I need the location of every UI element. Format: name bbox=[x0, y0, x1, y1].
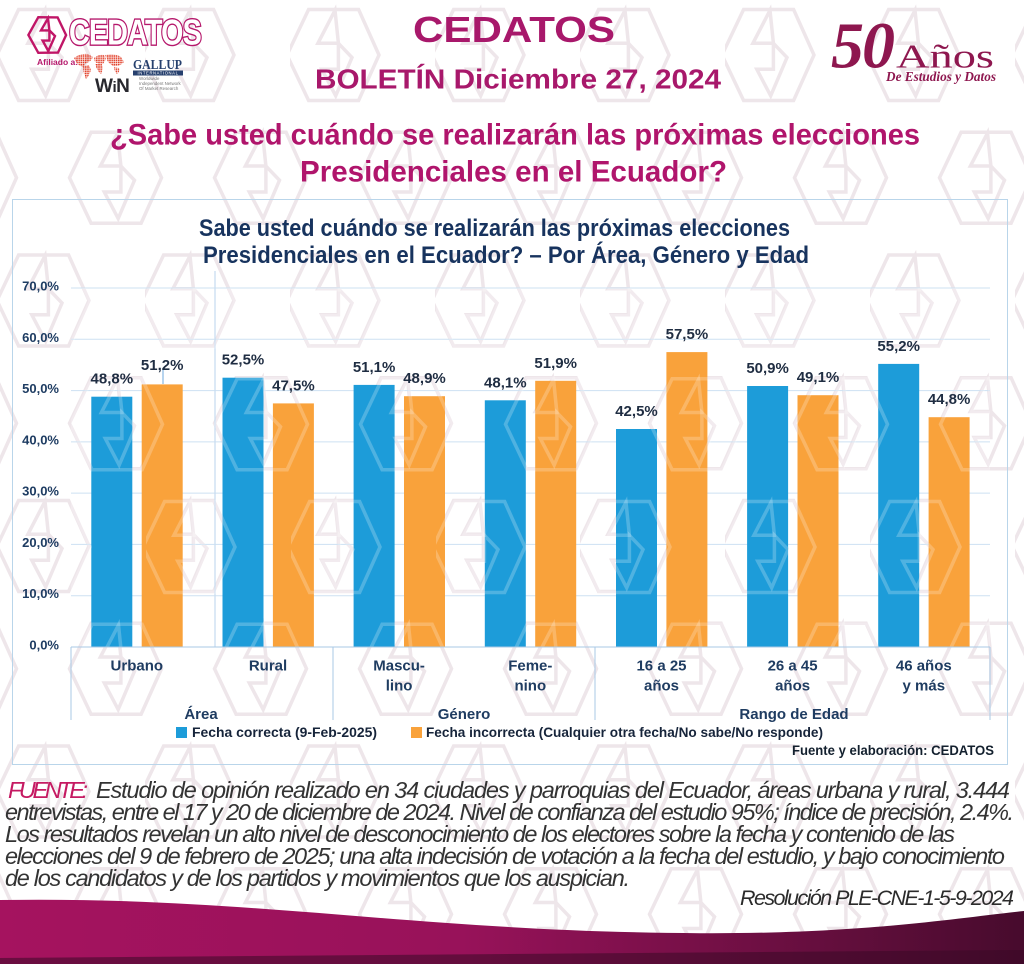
svg-text:30,0%: 30,0% bbox=[22, 484, 59, 499]
svg-text:Fecha correcta (9-Feb-2025): Fecha correcta (9-Feb-2025) bbox=[192, 724, 377, 740]
svg-text:Presidenciales en el Ecuador?: Presidenciales en el Ecuador? bbox=[300, 156, 727, 189]
svg-text:¿Sabe usted cuándo se realizar: ¿Sabe usted cuándo se realizarán las pró… bbox=[110, 119, 920, 152]
svg-text:lino: lino bbox=[386, 678, 413, 695]
svg-text:BOLETÍN Diciembre 27, 2024: BOLETÍN Diciembre 27, 2024 bbox=[315, 64, 721, 95]
svg-text:INTERNATIONAL: INTERNATIONAL bbox=[138, 71, 179, 76]
svg-text:WiN: WiN bbox=[95, 76, 129, 97]
svg-text:46 años: 46 años bbox=[896, 658, 952, 675]
svg-text:20,0%: 20,0% bbox=[22, 535, 59, 550]
svg-text:44,8%: 44,8% bbox=[928, 391, 971, 408]
svg-text:GALLUP: GALLUP bbox=[133, 57, 182, 72]
svg-text:Resolución PLE-CNE-1-5-9-2024: Resolución PLE-CNE-1-5-9-2024 bbox=[740, 886, 1014, 910]
svg-text:48,1%: 48,1% bbox=[484, 374, 527, 391]
svg-text:52,5%: 52,5% bbox=[222, 352, 265, 369]
svg-text:y más: y más bbox=[903, 678, 946, 695]
svg-text:Años: Años bbox=[896, 39, 994, 76]
svg-text:Feme-: Feme- bbox=[508, 658, 552, 675]
svg-text:Of Market Research: Of Market Research bbox=[139, 86, 179, 91]
svg-text:42,5%: 42,5% bbox=[615, 403, 658, 420]
svg-text:70,0%: 70,0% bbox=[22, 279, 59, 294]
svg-text:57,5%: 57,5% bbox=[666, 326, 709, 343]
svg-text:elecciones del 9 de febrero de: elecciones del 9 de febrero de 2025; una… bbox=[5, 843, 1005, 869]
svg-text:51,9%: 51,9% bbox=[534, 355, 577, 372]
svg-text:51,1%: 51,1% bbox=[353, 359, 396, 376]
svg-text:Los resultados revelan un alto: Los resultados revelan un alto nivel de … bbox=[5, 821, 955, 847]
svg-text:Rango de Edad: Rango de Edad bbox=[739, 706, 848, 723]
svg-text:años: años bbox=[644, 678, 679, 695]
svg-text:De Estudios y Datos: De Estudios y Datos bbox=[885, 70, 996, 85]
svg-text:16 a 25: 16 a 25 bbox=[636, 658, 686, 675]
svg-text:26 a 45: 26 a 45 bbox=[768, 658, 818, 675]
svg-text:de los candidatos y de los par: de los candidatos y de los partidos y mo… bbox=[5, 865, 630, 891]
svg-text:47,5%: 47,5% bbox=[272, 377, 315, 394]
svg-text:51,2%: 51,2% bbox=[141, 357, 184, 374]
svg-text:48,9%: 48,9% bbox=[403, 370, 446, 387]
svg-text:Género: Género bbox=[438, 706, 491, 723]
svg-text:Urbano: Urbano bbox=[111, 658, 164, 675]
svg-text:CEDATOS: CEDATOS bbox=[413, 9, 615, 50]
svg-text:60,0%: 60,0% bbox=[22, 330, 59, 345]
svg-text:50,9%: 50,9% bbox=[746, 360, 789, 377]
svg-text:40,0%: 40,0% bbox=[22, 432, 59, 447]
svg-text:Independent Network: Independent Network bbox=[139, 81, 182, 86]
svg-text:55,2%: 55,2% bbox=[877, 338, 920, 355]
svg-text:Presidenciales en el Ecuador?: Presidenciales en el Ecuador? – Por Área… bbox=[203, 241, 809, 269]
svg-text:Rural: Rural bbox=[249, 658, 287, 675]
svg-text:Fecha incorrecta (Cualquier ot: Fecha incorrecta (Cualquier otra fecha/N… bbox=[426, 724, 823, 740]
svg-text:CEDATOS: CEDATOS bbox=[69, 12, 201, 53]
svg-text:Área: Área bbox=[184, 706, 218, 723]
svg-text:50,0%: 50,0% bbox=[22, 381, 59, 396]
svg-text:50: 50 bbox=[831, 10, 894, 83]
svg-text:Sabe usted cuándo se realizará: Sabe usted cuándo se realizarán las próx… bbox=[199, 215, 790, 242]
svg-text:10,0%: 10,0% bbox=[22, 586, 59, 601]
svg-text:48,8%: 48,8% bbox=[91, 371, 134, 388]
svg-text:Afiliado a:: Afiliado a: bbox=[37, 57, 78, 67]
svg-text:nino: nino bbox=[514, 678, 546, 695]
svg-text:FUENTE:: FUENTE: bbox=[8, 777, 88, 803]
svg-text:49,1%: 49,1% bbox=[797, 369, 840, 386]
svg-text:Fuente y elaboración: CEDATOS: Fuente y elaboración: CEDATOS bbox=[792, 742, 994, 758]
svg-text:años: años bbox=[775, 678, 810, 695]
svg-text:Worldwide: Worldwide bbox=[139, 76, 160, 81]
svg-text:Mascu-: Mascu- bbox=[373, 658, 425, 675]
svg-text:entrevistas, entre el 17 y 20: entrevistas, entre el 17 y 20 de diciemb… bbox=[5, 799, 1014, 825]
svg-text:0,0%: 0,0% bbox=[29, 638, 59, 653]
svg-text:Estudio de opinión realizado e: Estudio de opinión realizado en 34 ciuda… bbox=[96, 777, 1010, 803]
